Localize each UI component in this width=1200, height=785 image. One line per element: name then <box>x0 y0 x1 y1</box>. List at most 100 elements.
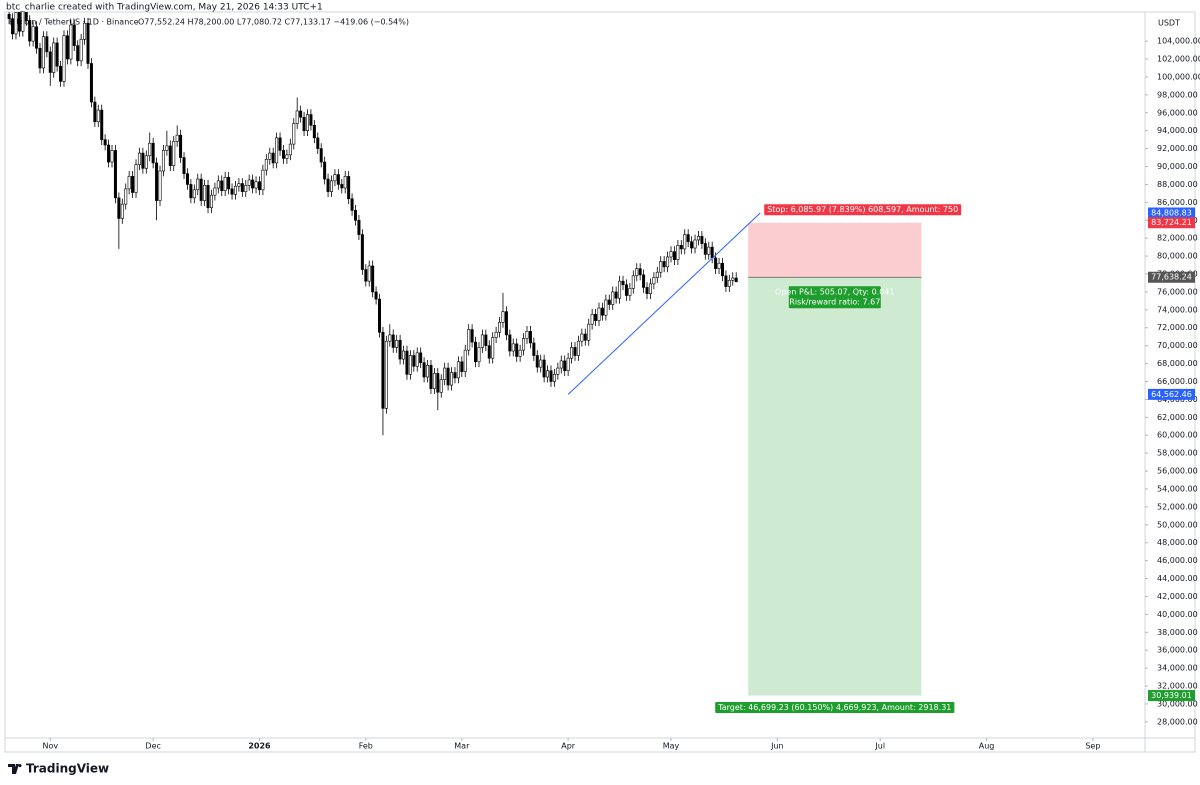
candle-body <box>110 150 114 163</box>
candle-body <box>460 361 464 372</box>
candle-body <box>556 367 560 375</box>
candle-body <box>175 134 179 142</box>
candle-body <box>450 372 454 386</box>
y-tick-label: 34,000.00 <box>1157 664 1198 673</box>
y-tick-label: 50,000.00 <box>1157 520 1198 529</box>
candle-body <box>703 243 707 255</box>
x-tick-label: Jul <box>874 742 885 751</box>
candle-body <box>672 251 676 260</box>
candle-body <box>257 181 261 191</box>
candle-body <box>323 161 327 180</box>
entry-flag-label: 77,638.24 <box>1151 273 1192 282</box>
y-tick-label: 32,000.00 <box>1157 682 1198 691</box>
y-tick-label: 60,000.00 <box>1157 431 1198 440</box>
candle-body <box>343 176 347 189</box>
candle-body <box>364 269 368 282</box>
candle-body <box>391 334 395 348</box>
candle-body <box>714 257 718 269</box>
candle-body <box>484 334 488 346</box>
y-tick-label: 54,000.00 <box>1157 484 1198 493</box>
candle-body <box>720 262 724 277</box>
candle-body <box>223 176 227 192</box>
candle-body <box>607 299 611 305</box>
candle-body <box>381 331 385 409</box>
candle-body <box>388 334 392 342</box>
stop-flag <box>1148 217 1195 229</box>
trend-end-flag-label: 84,808.83 <box>1151 209 1192 218</box>
candle-body <box>76 45 80 62</box>
candle-body <box>65 35 69 60</box>
y-tick-label: 98,000.00 <box>1157 90 1198 99</box>
candle-body <box>511 343 515 352</box>
trend-start-flag-label: 64,562.46 <box>1151 390 1192 399</box>
stop-zone <box>748 222 922 278</box>
candle-body <box>456 361 460 379</box>
pnl-box <box>788 286 881 309</box>
candle-body <box>528 331 532 344</box>
candle-body <box>309 114 313 126</box>
candle-body <box>398 339 402 360</box>
candle-body <box>443 367 447 381</box>
candle-body <box>659 261 663 273</box>
candle-body <box>576 340 580 356</box>
candle-body <box>137 152 141 166</box>
candle-body <box>638 268 642 276</box>
candle-body <box>213 187 217 196</box>
y-tick-label: 58,000.00 <box>1157 449 1198 458</box>
candle-body <box>652 277 656 285</box>
candle-body <box>14 12 18 35</box>
candle-body <box>477 347 481 363</box>
candle-body <box>100 109 104 140</box>
candle-body <box>439 379 443 393</box>
candle-body <box>117 197 121 219</box>
target-flag <box>1148 690 1195 702</box>
candle-body <box>412 355 416 367</box>
y-tick-label: 92,000.00 <box>1157 144 1198 153</box>
x-tick-label: Mar <box>454 742 470 751</box>
y-tick-label: 44,000.00 <box>1157 574 1198 583</box>
candle-body <box>628 288 632 296</box>
y-tick-label: 90,000.00 <box>1157 162 1198 171</box>
candle-body <box>103 139 107 146</box>
candle-body <box>676 245 680 260</box>
candle-body <box>72 24 76 46</box>
candle-body <box>618 280 622 299</box>
candle-body <box>144 155 148 169</box>
symbol-legend: Bitcoin / TetherUS · 1D · Binance <box>9 18 139 27</box>
candle-body <box>168 145 172 166</box>
candle-body <box>251 179 255 189</box>
candle-body <box>336 174 340 185</box>
candle-body <box>158 170 162 201</box>
candle-body <box>288 143 292 156</box>
candle-body <box>542 359 546 378</box>
candle-body <box>446 367 450 386</box>
candle-body <box>429 365 433 389</box>
candle-body <box>268 152 272 160</box>
candle-body <box>432 373 436 389</box>
candle-body <box>155 162 159 201</box>
candle-body <box>614 291 618 299</box>
y-tick-label: 86,000.00 <box>1157 198 1198 207</box>
y-tick-label: 88,000.00 <box>1157 180 1198 189</box>
candle-body <box>196 178 200 191</box>
candle-body <box>62 35 66 82</box>
candle-body <box>696 236 700 241</box>
pnl-label: Open P&L: 505.07, Qty: 0.041 <box>775 288 894 297</box>
candle-body <box>395 339 399 348</box>
candle-body <box>686 234 690 243</box>
candle-body <box>312 125 316 139</box>
candle-body <box>378 298 382 333</box>
candle-body <box>11 18 15 35</box>
candle-body <box>587 323 591 341</box>
x-tick-label: Aug <box>979 742 995 751</box>
candle-body <box>624 284 628 296</box>
candle-body <box>707 246 711 255</box>
candle-body <box>278 137 282 151</box>
candle-body <box>45 36 49 53</box>
candle-body <box>402 350 406 360</box>
candle-body <box>532 342 536 356</box>
candle-body <box>179 134 183 158</box>
y-tick-label: 66,000.00 <box>1157 377 1198 386</box>
candle-body <box>570 347 574 359</box>
candle-body <box>182 157 186 174</box>
